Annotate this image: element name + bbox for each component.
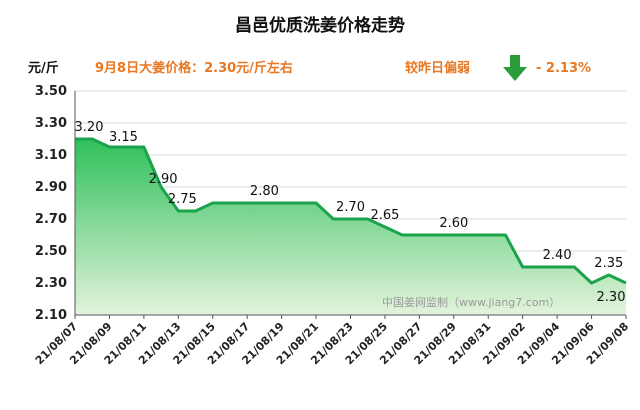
chart-title: 昌邑优质洗姜价格走势 xyxy=(235,15,405,36)
y-tick-labels: 2.10 2.30 2.50 2.70 2.90 3.10 3.30 3.50 xyxy=(35,84,67,323)
series-line xyxy=(75,137,627,285)
y-tick-label: 3.10 xyxy=(35,148,67,163)
data-label: 2.30 xyxy=(597,290,626,305)
data-label: 2.40 xyxy=(543,248,572,263)
y-tick-label: 2.50 xyxy=(35,244,67,259)
data-label: 2.80 xyxy=(250,184,279,199)
area-fill xyxy=(75,139,626,315)
y-tick-label: 2.90 xyxy=(35,180,67,195)
x-tick-labels: 21/08/0721/08/0921/08/1121/08/1321/08/15… xyxy=(33,320,631,368)
y-tick-label: 3.50 xyxy=(35,84,67,99)
y-tick-label: 2.30 xyxy=(35,276,67,291)
data-labels: 3.20 3.15 2.90 2.75 2.80 2.70 2.65 2.60 2.40 2.35… xyxy=(75,120,626,305)
data-label: 2.75 xyxy=(168,192,197,207)
down-arrow-icon xyxy=(503,55,527,81)
watermark: 中国姜网监制（www.jiang7.com） xyxy=(382,295,560,309)
data-label: 2.70 xyxy=(336,200,365,215)
data-label: 3.20 xyxy=(75,120,104,135)
data-label: 2.60 xyxy=(439,216,468,231)
series-line-layer xyxy=(75,137,627,285)
axes xyxy=(74,91,627,319)
y-tick-label: 2.70 xyxy=(35,212,67,227)
data-label: 2.65 xyxy=(370,208,399,223)
y-axis-unit: 元/斤 xyxy=(28,60,59,76)
data-label: 3.15 xyxy=(109,130,138,145)
area-fill-layer xyxy=(75,139,626,315)
y-tick-label: 2.10 xyxy=(35,308,67,323)
change-value: - 2.13% xyxy=(536,61,591,76)
data-label: 2.90 xyxy=(149,172,178,187)
price-note: 9月8日大姜价格：2.30元/斤左右 xyxy=(95,60,293,76)
data-label: 2.35 xyxy=(594,256,623,271)
y-tick-label: 3.30 xyxy=(35,116,67,131)
compare-label: 较昨日偏弱 xyxy=(405,60,470,76)
